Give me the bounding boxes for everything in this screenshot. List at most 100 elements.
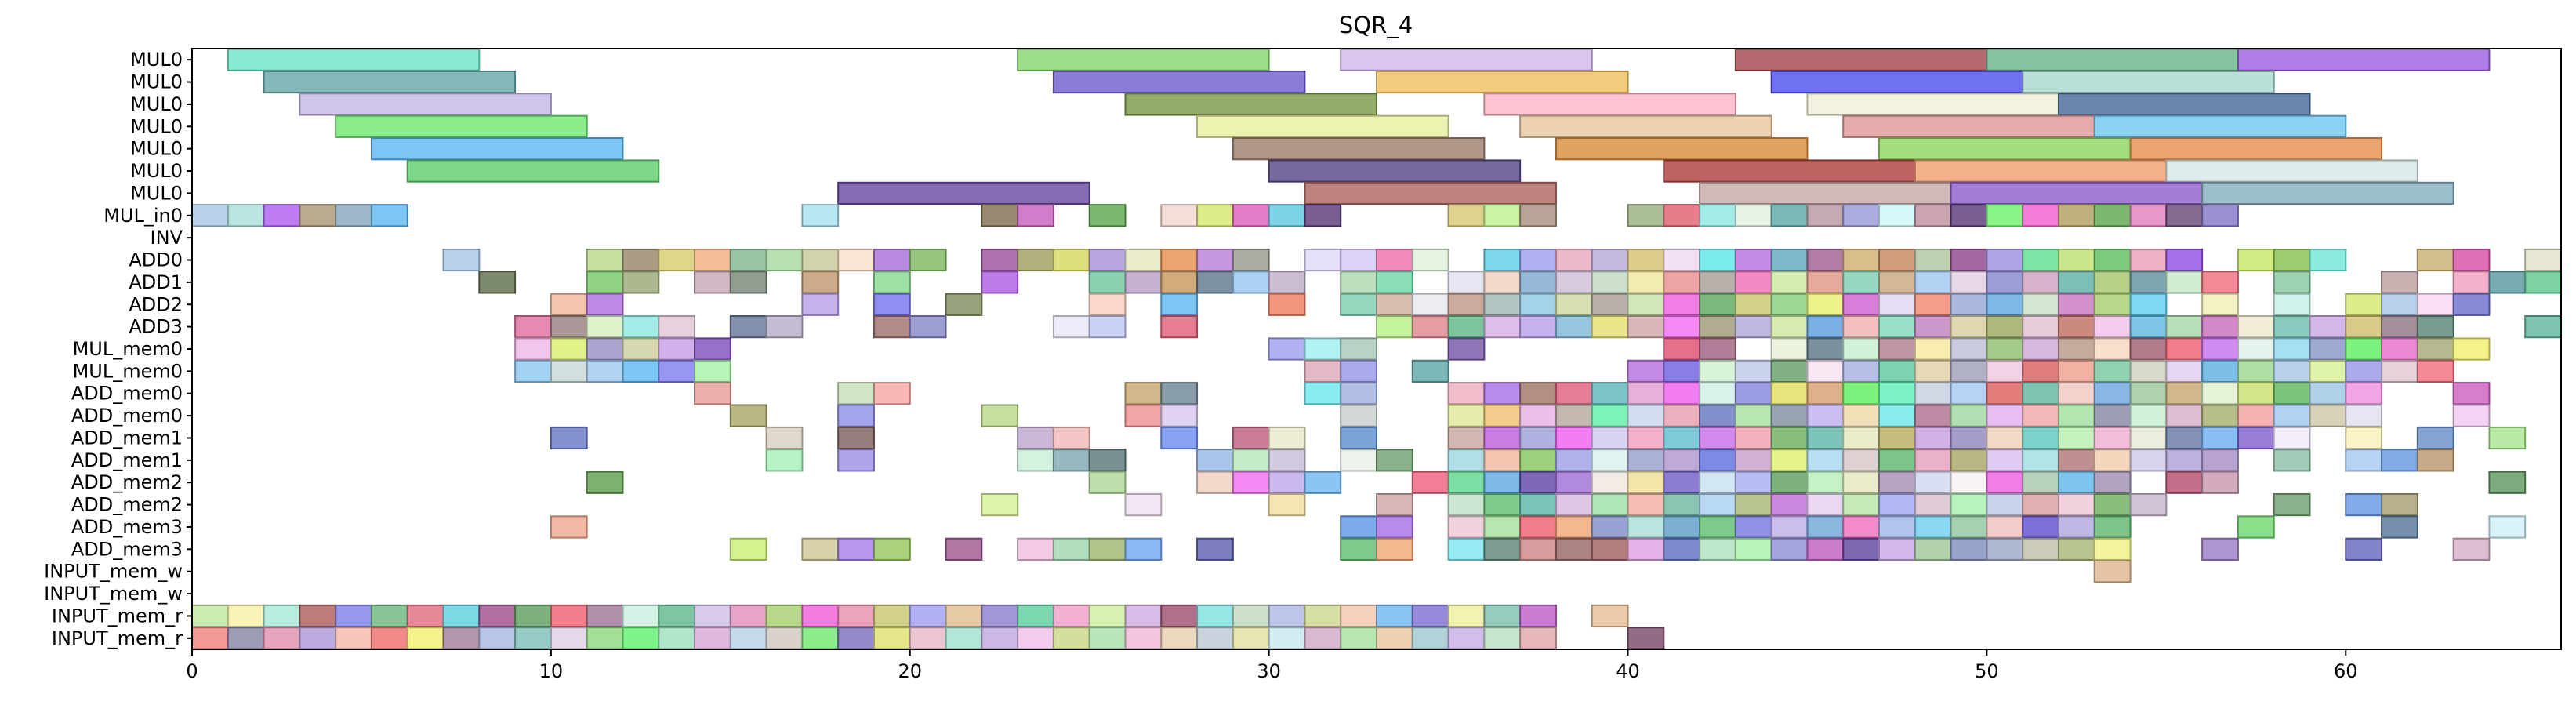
task-bar <box>1663 248 1701 272</box>
task-bar <box>1519 382 1557 405</box>
task-bar <box>1052 248 1090 272</box>
task-bar <box>1699 515 1736 539</box>
task-bar <box>299 204 337 227</box>
task-bar <box>981 492 1019 517</box>
task-bar <box>586 604 624 628</box>
task-bar <box>1591 426 1629 450</box>
task-bar <box>2129 204 2168 227</box>
y-tick-label: INPUT_mem_r <box>52 627 183 649</box>
task-bar <box>1699 181 1952 205</box>
task-bar <box>1340 537 1378 561</box>
task-bar <box>1232 204 1270 227</box>
task-bar <box>1591 293 1629 316</box>
task-bar <box>2093 271 2132 294</box>
task-bar <box>1017 48 1270 71</box>
task-bar <box>1914 404 1952 427</box>
task-bar <box>1734 48 1988 71</box>
task-bar <box>2022 471 2059 494</box>
task-bar <box>1483 271 1522 294</box>
task-bar <box>1555 426 1593 450</box>
task-bar <box>1447 271 1486 294</box>
task-bar <box>1555 471 1593 494</box>
task-bar <box>1483 93 1736 116</box>
task-bar <box>2129 137 2383 161</box>
task-bar <box>1914 492 1952 517</box>
task-bar <box>1160 293 1199 316</box>
task-bar <box>227 204 265 227</box>
task-bar <box>1340 627 1378 650</box>
task-bar <box>2165 315 2204 339</box>
task-bar <box>837 248 875 272</box>
task-bar <box>2201 382 2239 405</box>
task-bar <box>2201 315 2239 339</box>
task-bar <box>801 204 840 227</box>
y-tick-label: ADD_mem2 <box>71 494 183 516</box>
task-bar <box>2452 337 2491 361</box>
task-bar <box>837 181 1090 205</box>
y-tick-label: MUL_mem0 <box>73 360 183 382</box>
task-bar <box>1950 492 1988 517</box>
task-bar <box>191 604 229 628</box>
task-bar <box>1411 604 1449 628</box>
task-bar <box>729 248 767 272</box>
task-bar <box>2022 70 2275 94</box>
task-bar <box>1052 426 1090 450</box>
task-bar <box>873 382 911 405</box>
task-bar <box>765 426 804 450</box>
task-bar <box>1986 271 2024 294</box>
task-bar <box>1770 315 1809 339</box>
task-bar <box>1088 627 1127 650</box>
task-bar <box>801 271 840 294</box>
y-tick-label: MUL_mem0 <box>73 338 183 360</box>
task-bar <box>335 627 372 650</box>
task-bar <box>1519 114 1772 138</box>
task-bar <box>1268 204 1306 227</box>
task-bar <box>2452 537 2491 561</box>
task-bar <box>1986 48 2239 71</box>
task-bar <box>1842 293 1881 316</box>
task-bar <box>1304 337 1342 361</box>
task-bar <box>478 271 517 294</box>
task-bar <box>1591 404 1629 427</box>
task-bar <box>2201 537 2239 561</box>
task-bar <box>1376 248 1413 272</box>
task-bar <box>1555 449 1593 472</box>
task-bar <box>1591 492 1629 517</box>
task-bar <box>1555 293 1593 316</box>
task-bar <box>2309 404 2347 427</box>
task-bar <box>2165 159 2418 183</box>
task-bar <box>2057 248 2095 272</box>
task-bar <box>2093 426 2132 450</box>
task-bar <box>1447 404 1486 427</box>
task-bar <box>837 604 875 628</box>
task-bar <box>1986 449 2024 472</box>
task-bar <box>1124 271 1163 294</box>
task-bar <box>1770 382 1809 405</box>
task-bar <box>1842 271 1881 294</box>
task-bar <box>514 315 552 339</box>
task-bar <box>2057 426 2095 450</box>
task-bar <box>1268 426 1306 450</box>
y-tick-label: MUL0 <box>130 115 183 137</box>
task-bar <box>1986 293 2024 316</box>
task-bar <box>2345 426 2383 450</box>
task-bar <box>2093 315 2132 339</box>
task-bar <box>1699 337 1736 361</box>
task-bar <box>1806 359 1845 383</box>
task-bar <box>2345 449 2383 472</box>
task-bar <box>1770 537 1809 561</box>
task-bar <box>1411 471 1449 494</box>
task-bar <box>1376 271 1413 294</box>
y-tick-label: ADD_mem0 <box>71 405 183 427</box>
task-bar <box>586 248 624 272</box>
y-tick-label: ADD2 <box>129 293 183 315</box>
task-bar <box>1914 271 1952 294</box>
task-bar <box>1699 382 1736 405</box>
task-bar <box>550 426 588 450</box>
task-bar <box>1196 114 1449 138</box>
y-tick-label: ADD_mem1 <box>71 427 183 449</box>
task-bar <box>1950 315 1988 339</box>
task-bar <box>1914 359 1952 383</box>
task-bar <box>2057 337 2095 361</box>
task-bar <box>1986 471 2024 494</box>
